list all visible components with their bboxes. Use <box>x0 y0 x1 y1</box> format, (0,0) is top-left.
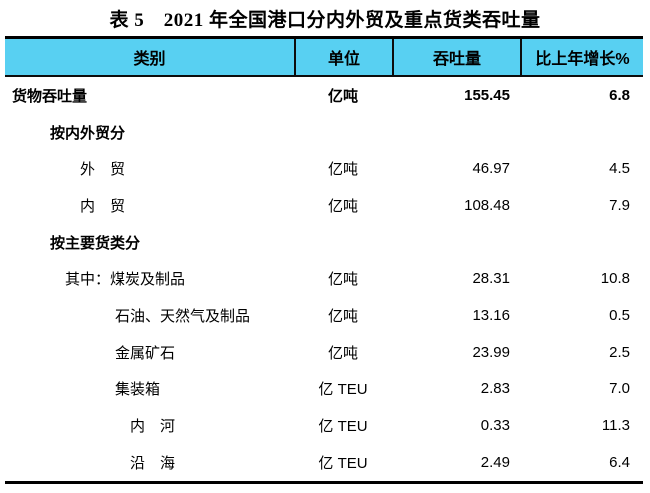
category-cell: 内 贸 <box>80 197 126 215</box>
category-cell: 按主要货类分 <box>50 234 141 252</box>
growth-cell: 0.5 <box>609 306 630 324</box>
growth-cell: 7.9 <box>609 196 630 214</box>
unit-cell: 亿吨 <box>327 271 358 289</box>
unit-cell: 亿吨 <box>327 197 358 215</box>
unit-cell: 亿 TEU <box>318 454 368 472</box>
table-row: 内 贸 亿吨 108.48 7.9 <box>5 187 643 224</box>
throughput-cell: 28.31 <box>472 270 510 288</box>
growth-cell: 11.3 <box>601 417 630 435</box>
unit-cell: 亿吨 <box>327 344 358 362</box>
growth-cell: 4.5 <box>609 160 630 178</box>
table-row: 沿 海 亿 TEU 2.49 6.4 <box>5 444 643 481</box>
category-cell: 沿 海 <box>130 454 176 472</box>
category-cell: 石油、天然气及制品 <box>115 307 251 325</box>
table-title: 表 5 2021 年全国港口分内外贸及重点货类吞吐量 <box>109 9 541 31</box>
throughput-cell: 23.99 <box>472 343 510 361</box>
throughput-cell: 13.16 <box>472 306 510 324</box>
category-cell: 外 贸 <box>80 161 126 179</box>
category-cell: 集装箱 <box>115 381 161 399</box>
unit-cell: 亿 TEU <box>318 418 368 436</box>
table-row: 按内外贸分 <box>5 114 643 151</box>
table-row: 货物吞吐量 亿吨 155.45 6.8 <box>5 77 643 114</box>
category-cell: 其中：煤炭及制品 <box>65 271 186 289</box>
header-unit: 单位 <box>294 39 392 75</box>
unit-cell: 亿 TEU <box>318 381 368 399</box>
table-row: 外 贸 亿吨 46.97 4.5 <box>5 150 643 187</box>
statistics-table: 类别 单位 吞吐量 比上年增长% 货物吞吐量 亿吨 155.45 6.8 按内外… <box>5 36 643 484</box>
table-row: 按主要货类分 <box>5 224 643 261</box>
header-growth: 比上年增长% <box>520 39 643 75</box>
unit-cell: 亿吨 <box>327 87 358 105</box>
table-row: 集装箱 亿 TEU 2.83 7.0 <box>5 371 643 408</box>
throughput-cell: 2.49 <box>480 453 510 471</box>
header-throughput: 吞吐量 <box>392 39 520 75</box>
throughput-cell: 155.45 <box>464 86 510 104</box>
table-row: 金属矿石 亿吨 23.99 2.5 <box>5 334 643 371</box>
throughput-cell: 0.33 <box>480 417 510 435</box>
throughput-cell: 108.48 <box>464 196 510 214</box>
unit-cell: 亿吨 <box>327 161 358 179</box>
category-cell: 货物吞吐量 <box>12 87 88 105</box>
category-cell: 内 河 <box>130 418 176 436</box>
table-header-row: 类别 单位 吞吐量 比上年增长% <box>5 39 643 77</box>
category-cell: 金属矿石 <box>115 344 176 362</box>
growth-cell: 6.4 <box>609 453 630 471</box>
table-body: 货物吞吐量 亿吨 155.45 6.8 按内外贸分 外 贸 亿吨 46.97 4… <box>5 77 643 481</box>
growth-cell: 6.8 <box>609 86 630 104</box>
growth-cell: 10.8 <box>600 270 630 288</box>
throughput-cell: 46.97 <box>472 160 510 178</box>
table-row: 石油、天然气及制品 亿吨 13.16 0.5 <box>5 297 643 334</box>
header-category: 类别 <box>133 51 166 68</box>
throughput-cell: 2.83 <box>480 380 510 398</box>
growth-cell: 7.0 <box>609 380 630 398</box>
category-cell: 按内外贸分 <box>50 124 126 142</box>
table-row: 内 河 亿 TEU 0.33 11.3 <box>5 407 643 444</box>
unit-cell: 亿吨 <box>327 307 358 325</box>
table-row: 其中：煤炭及制品 亿吨 28.31 10.8 <box>5 260 643 297</box>
growth-cell: 2.5 <box>609 343 630 361</box>
